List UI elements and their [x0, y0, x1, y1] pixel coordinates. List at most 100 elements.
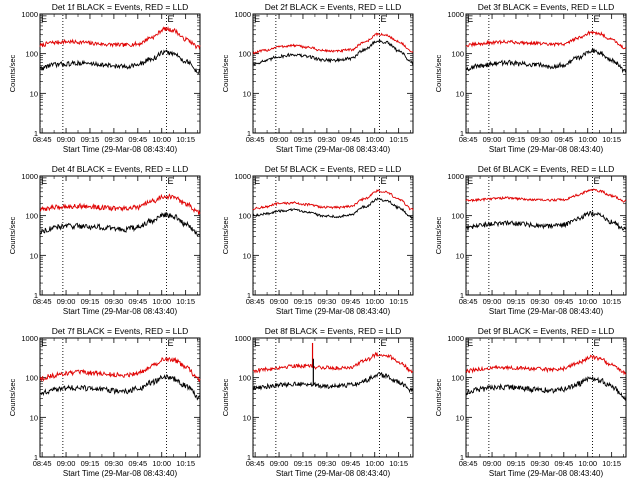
- y-tick-label: 1000: [234, 10, 251, 19]
- event-marker-label: E: [168, 176, 174, 186]
- x-tick-label: 10:15: [389, 297, 408, 306]
- chart-panel: Det 2f BLACK = Events, RED = LLD 1 10 100 10…: [221, 2, 414, 154]
- x-tick-label: 08:45: [459, 459, 478, 468]
- event-marker-label: E: [381, 14, 387, 24]
- x-tick-label: 10:00: [578, 297, 597, 306]
- x-tick-label: 08:45: [246, 459, 265, 468]
- x-tick-label: 08:45: [246, 297, 265, 306]
- x-tick-label: 09:15: [507, 297, 526, 306]
- series-line-events: [39, 211, 201, 237]
- plot-frame: [252, 175, 414, 296]
- plot-frame: [252, 13, 414, 134]
- y-tick-label: 1000: [447, 172, 464, 181]
- x-tick-label: 09:30: [317, 135, 336, 144]
- y-tick-label: 10: [456, 89, 464, 98]
- event-marker-label: E: [467, 176, 473, 186]
- x-tick-label: 09:30: [317, 459, 336, 468]
- event-marker-label: E: [254, 176, 260, 186]
- series-line-lld: [465, 188, 627, 203]
- x-tick-label: 10:00: [152, 135, 171, 144]
- x-tick-label: 10:15: [176, 297, 195, 306]
- event-marker-label: E: [594, 338, 600, 348]
- chart-title: Det 7f BLACK = Events, RED = LLD: [52, 326, 189, 336]
- x-tick-label: 09:00: [483, 135, 502, 144]
- y-tick-label: 1: [34, 129, 38, 138]
- y-tick-label: 100: [25, 374, 38, 383]
- chart-panel: Det 5f BLACK = Events, RED = LLD 1 10 100 10…: [221, 164, 414, 316]
- y-tick-label: 1: [460, 129, 464, 138]
- chart-title: Det 1f BLACK = Events, RED = LLD: [52, 2, 189, 12]
- event-marker-label: E: [594, 176, 600, 186]
- y-tick-label: 10: [243, 89, 251, 98]
- y-tick-label: 100: [451, 212, 464, 221]
- x-tick-label: 08:45: [459, 135, 478, 144]
- chart-title: Det 8f BLACK = Events, RED = LLD: [265, 326, 402, 336]
- event-marker-label: E: [168, 338, 174, 348]
- y-tick-label: 100: [25, 212, 38, 221]
- y-tick-label: 1000: [21, 172, 38, 181]
- event-marker-label: E: [41, 338, 47, 348]
- x-tick-label: 09:30: [530, 297, 549, 306]
- x-tick-label: 10:00: [365, 459, 384, 468]
- x-axis-label: Start Time (29-Mar-08 08:43:40): [63, 469, 178, 478]
- x-tick-label: 09:15: [507, 135, 526, 144]
- y-axis-label: Counts/sec: [434, 216, 443, 254]
- series-line-lld: [252, 188, 414, 211]
- chart-title: Det 9f BLACK = Events, RED = LLD: [478, 326, 615, 336]
- y-tick-label: 1: [247, 129, 251, 138]
- y-tick-label: 1000: [234, 172, 251, 181]
- x-tick-label: 09:45: [128, 297, 147, 306]
- x-axis-label: Start Time (29-Mar-08 08:43:40): [63, 145, 178, 154]
- x-tick-label: 08:45: [33, 135, 52, 144]
- x-tick-label: 09:30: [104, 135, 123, 144]
- x-tick-label: 09:00: [270, 459, 289, 468]
- y-tick-label: 10: [456, 251, 464, 260]
- x-tick-label: 09:00: [270, 297, 289, 306]
- y-tick-label: 100: [238, 374, 251, 383]
- x-tick-label: 09:15: [294, 297, 313, 306]
- x-tick-label: 09:00: [270, 135, 289, 144]
- x-tick-label: 08:45: [459, 297, 478, 306]
- chart-title: Det 6f BLACK = Events, RED = LLD: [478, 164, 615, 174]
- x-tick-label: 10:15: [602, 459, 621, 468]
- y-tick-label: 1: [34, 291, 38, 300]
- x-tick-label: 10:00: [152, 297, 171, 306]
- x-tick-label: 09:30: [530, 459, 549, 468]
- y-axis-label: Counts/sec: [434, 54, 443, 92]
- x-tick-label: 09:30: [104, 459, 123, 468]
- y-tick-label: 10: [243, 413, 251, 422]
- x-tick-label: 09:30: [104, 297, 123, 306]
- x-tick-label: 10:00: [152, 459, 171, 468]
- series-line-events: [252, 371, 414, 394]
- x-axis-label: Start Time (29-Mar-08 08:43:40): [276, 145, 391, 154]
- x-tick-label: 08:45: [33, 297, 52, 306]
- y-tick-label: 1000: [234, 334, 251, 343]
- x-tick-label: 09:00: [57, 459, 76, 468]
- series-line-lld: [253, 351, 414, 374]
- chart-title: Det 2f BLACK = Events, RED = LLD: [265, 2, 402, 12]
- chart-panel: Det 8f BLACK = Events, RED = LLD 1 10 100 10…: [221, 326, 414, 478]
- x-axis-label: Start Time (29-Mar-08 08:43:40): [63, 307, 178, 316]
- x-tick-label: 09:30: [530, 135, 549, 144]
- x-tick-label: 09:15: [294, 459, 313, 468]
- event-marker-label: E: [381, 176, 387, 186]
- x-tick-label: 09:15: [81, 297, 100, 306]
- y-axis-label: Counts/sec: [221, 54, 230, 92]
- x-tick-label: 09:45: [341, 135, 360, 144]
- plot-frame: [465, 337, 627, 458]
- x-tick-label: 10:15: [602, 135, 621, 144]
- series-line-lld: [39, 193, 201, 215]
- x-tick-label: 09:15: [294, 135, 313, 144]
- x-tick-label: 09:45: [554, 297, 573, 306]
- series-line-lld: [39, 26, 201, 50]
- x-tick-label: 09:45: [341, 297, 360, 306]
- y-tick-label: 1: [460, 291, 464, 300]
- chart-panel: Det 6f BLACK = Events, RED = LLD 1 10 100 10…: [434, 164, 627, 316]
- y-tick-label: 1: [247, 453, 251, 462]
- chart-panel: Det 9f BLACK = Events, RED = LLD 1 10 100 10…: [434, 326, 627, 478]
- chart-title: Det 4f BLACK = Events, RED = LLD: [52, 164, 189, 174]
- y-axis-label: Counts/sec: [8, 378, 17, 416]
- plot-frame: [252, 337, 414, 458]
- x-axis-label: Start Time (29-Mar-08 08:43:40): [276, 307, 391, 316]
